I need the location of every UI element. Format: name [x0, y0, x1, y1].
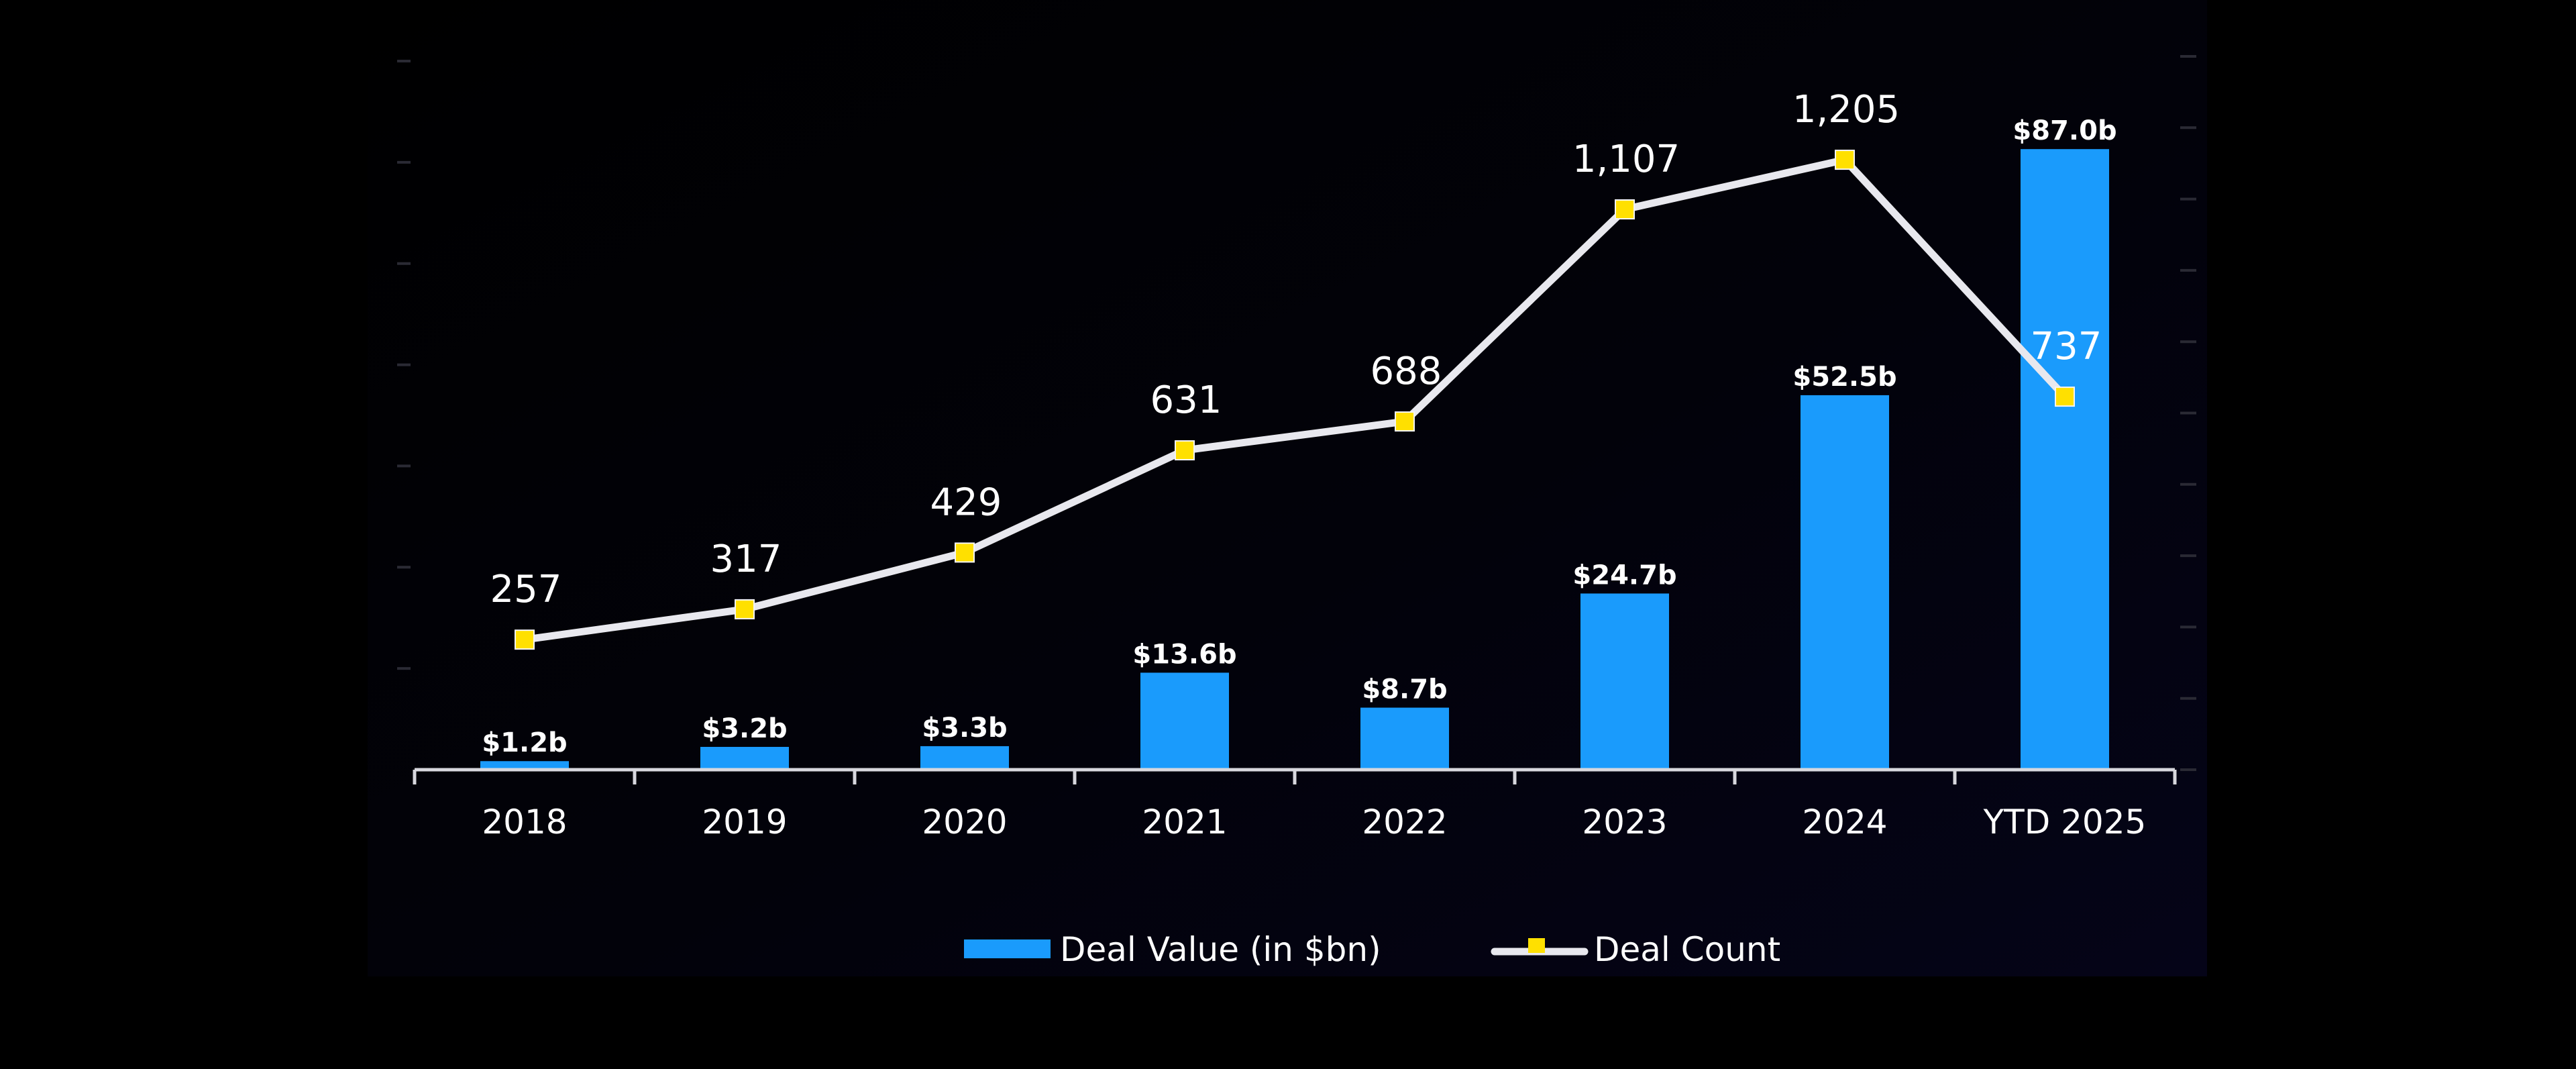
count-value-label: 257 — [490, 568, 562, 611]
x-tick-label: 2024 — [1802, 803, 1887, 842]
count-value-label: 631 — [1150, 378, 1222, 422]
deal-count-marker[interactable] — [2055, 387, 2075, 407]
deal-count-line — [524, 156, 2068, 644]
bar-value-label: $8.7b — [1362, 674, 1447, 705]
legend-marker-icon — [1528, 938, 1545, 953]
legend-swatch-bar-icon — [964, 939, 1051, 958]
deal-count-marker[interactable] — [1615, 199, 1635, 220]
bar-value-label: $87.0b — [2012, 115, 2116, 146]
count-value-label: 688 — [1371, 350, 1442, 393]
legend-item-deal-value[interactable]: Deal Value (in $bn) — [964, 930, 1381, 969]
x-tick-label: 2020 — [922, 803, 1007, 842]
deal-count-marker[interactable] — [1395, 411, 1415, 432]
legend-label-deal-value: Deal Value (in $bn) — [1060, 930, 1381, 969]
count-value-label: 317 — [710, 538, 782, 581]
count-value-label: 737 — [2031, 325, 2102, 368]
deal-count-marker[interactable] — [1175, 440, 1195, 461]
x-axis-tick-labels: 2018 2019 2020 2021 2022 2023 2024 YTD 2025 — [482, 803, 2146, 842]
count-value-label: 1,107 — [1572, 138, 1680, 181]
deal-count-marker[interactable] — [735, 599, 755, 619]
deal-count-marker[interactable] — [955, 542, 975, 563]
deal-value-bars — [480, 149, 2109, 770]
bar-value-label: $52.5b — [1792, 362, 1896, 393]
bar[interactable] — [1140, 672, 1229, 770]
x-tick-label: 2018 — [482, 803, 567, 842]
x-tick-label: 2023 — [1582, 803, 1667, 842]
deal-count-series — [515, 150, 2075, 650]
bar[interactable] — [700, 746, 789, 770]
legend-item-deal-count[interactable]: Deal Count — [1491, 930, 1780, 969]
bar-value-label: $13.6b — [1132, 639, 1236, 670]
deal-count-marker[interactable] — [515, 629, 535, 650]
count-value-label: 429 — [930, 480, 1002, 524]
x-tick-label: 2019 — [702, 803, 787, 842]
left-axis-ticks — [397, 60, 411, 670]
deal-count-marker[interactable] — [1835, 150, 1855, 170]
legend: Deal Value (in $bn) Deal Count — [964, 930, 1780, 969]
bar-value-label: $3.2b — [702, 713, 787, 744]
x-tick-label: YTD 2025 — [1983, 803, 2147, 842]
x-axis — [413, 768, 2177, 784]
count-value-label: 1,205 — [1792, 88, 1900, 132]
bar-value-label: $3.3b — [922, 713, 1007, 744]
deal-count-labels: 257 317 429 631 688 1,107 1,205 737 — [490, 88, 2102, 611]
bar-value-label: $1.2b — [482, 727, 567, 758]
bar[interactable] — [920, 746, 1009, 770]
x-tick-label: 2021 — [1142, 803, 1227, 842]
bar[interactable] — [1360, 707, 1449, 770]
bar[interactable] — [480, 761, 569, 770]
x-tick-label: 2022 — [1362, 803, 1447, 842]
right-axis-ticks — [2180, 55, 2196, 771]
deal-value-labels: $1.2b $3.2b $3.3b $13.6b $8.7b $24.7b $52.5b $8… — [482, 115, 2116, 758]
chart-panel-background — [368, 0, 2207, 976]
bar-value-label: $24.7b — [1572, 560, 1676, 591]
bar[interactable] — [1801, 395, 1889, 770]
bar[interactable] — [1580, 593, 1669, 770]
legend-label-deal-count: Deal Count — [1594, 930, 1780, 969]
bar[interactable] — [2021, 149, 2109, 770]
